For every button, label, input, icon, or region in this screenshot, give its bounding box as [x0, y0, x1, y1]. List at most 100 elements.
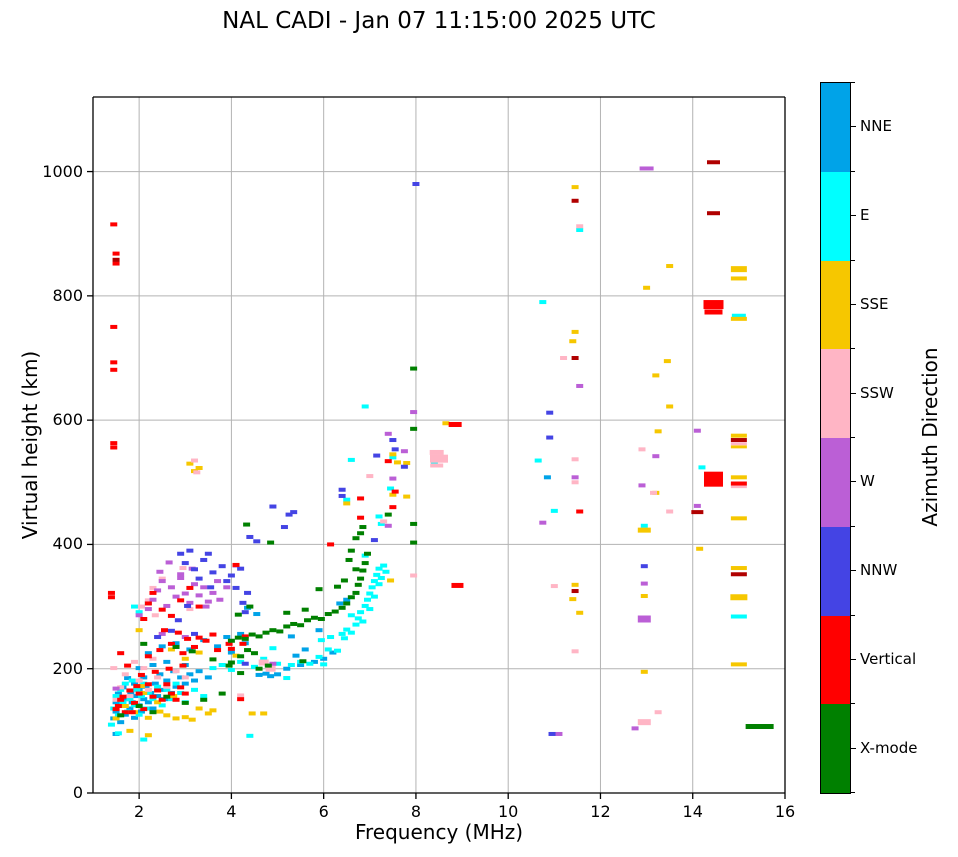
- y-tick-label: 1000: [42, 161, 83, 181]
- y-tick-label: 600: [52, 410, 83, 430]
- data-point-vertical: [237, 697, 245, 702]
- data-point-vertical: [706, 160, 720, 165]
- data-point-sse: [730, 516, 747, 521]
- data-point-nne: [140, 675, 148, 680]
- data-point-nne: [301, 647, 309, 652]
- data-point-nne: [131, 681, 139, 686]
- data-point-e: [366, 607, 374, 612]
- data-point-w: [154, 588, 162, 593]
- data-point-nnw: [237, 566, 245, 571]
- data-point-nne: [127, 690, 135, 695]
- data-point-e: [375, 514, 383, 519]
- data-point-vertical: [158, 697, 166, 702]
- data-point-vertical: [172, 697, 180, 702]
- data-point-vertical: [195, 635, 203, 640]
- colorbar-segment-w: [821, 438, 850, 527]
- data-point-e: [327, 635, 335, 640]
- data-point-e: [133, 687, 141, 692]
- data-point-ssw: [131, 659, 139, 664]
- data-point-e: [343, 627, 351, 632]
- data-point-vertical: [730, 481, 747, 486]
- data-point-vertical: [149, 694, 157, 699]
- colorbar-boundary-tick: [851, 348, 855, 350]
- data-point-sse: [730, 276, 747, 281]
- data-point-vertical: [357, 496, 365, 501]
- data-point-e: [269, 646, 277, 651]
- data-point-vertical: [112, 707, 120, 712]
- data-point-x-mode: [246, 604, 254, 609]
- data-point-w: [539, 520, 547, 525]
- data-point-x-mode: [343, 601, 351, 606]
- data-point-e: [121, 681, 129, 686]
- data-point-x-mode: [283, 610, 291, 615]
- data-point-e: [373, 572, 381, 577]
- data-point-sse: [387, 578, 395, 583]
- data-point-nnw: [389, 438, 397, 443]
- data-point-nne: [320, 656, 328, 661]
- data-point-x-mode: [359, 568, 367, 573]
- data-point-nne: [310, 659, 318, 664]
- data-point-w: [135, 613, 143, 618]
- data-point-ssw: [237, 693, 245, 698]
- data-point-nne: [112, 709, 120, 714]
- data-point-nnw: [400, 464, 408, 469]
- data-point-ssw: [430, 463, 444, 468]
- x-axis-label: Frequency (MHz): [354, 820, 524, 844]
- data-point-nnw: [200, 557, 208, 562]
- colorbar-boundary-tick: [851, 703, 855, 705]
- data-point-e: [117, 687, 125, 692]
- data-point-vertical: [571, 198, 579, 203]
- data-point-x-mode: [283, 624, 291, 629]
- data-point-ssw: [650, 490, 658, 495]
- data-point-x-mode: [255, 666, 263, 671]
- data-point-nnw: [239, 600, 247, 605]
- data-point-ssw: [571, 457, 579, 462]
- data-point-ssw: [560, 356, 568, 360]
- data-point-w: [269, 661, 277, 666]
- colorbar-tick: [851, 303, 856, 305]
- data-point-nnw: [412, 182, 420, 186]
- data-point-sse: [730, 266, 747, 273]
- data-point-sse: [643, 285, 651, 290]
- data-point-nnw: [241, 610, 249, 615]
- data-point-nnw: [190, 631, 198, 636]
- data-point-w: [631, 726, 639, 731]
- data-point-x-mode: [310, 615, 318, 620]
- data-point-sse: [188, 717, 196, 722]
- data-point-e: [347, 457, 355, 462]
- x-tick-label: 16: [774, 802, 796, 821]
- x-tick-label: 10: [498, 802, 519, 821]
- data-point-sse: [389, 452, 397, 457]
- data-point-w: [190, 582, 198, 587]
- data-point-nnw: [181, 561, 189, 566]
- data-point-w: [202, 604, 210, 609]
- data-point-vertical: [225, 641, 233, 646]
- data-point-w: [195, 593, 203, 598]
- data-point-nnw: [370, 538, 378, 543]
- data-point-nne: [227, 650, 235, 655]
- data-point-vertical: [357, 515, 365, 520]
- data-point-e: [218, 662, 226, 667]
- data-point-e: [324, 647, 332, 652]
- data-point-e: [361, 404, 369, 409]
- data-point-w: [204, 599, 212, 604]
- data-point-vertical: [110, 367, 118, 372]
- data-point-x-mode: [410, 540, 418, 545]
- data-point-nne: [329, 650, 337, 655]
- data-point-sse: [442, 421, 450, 426]
- data-point-vertical: [144, 654, 152, 659]
- data-point-w: [200, 585, 208, 590]
- data-point-e: [317, 638, 325, 643]
- data-point-sse: [232, 653, 240, 658]
- data-point-ssw: [137, 604, 145, 609]
- data-point-vertical: [691, 510, 704, 515]
- data-point-vertical: [174, 630, 182, 635]
- data-point-x-mode: [361, 561, 369, 566]
- data-point-sse: [569, 339, 577, 344]
- data-point-w: [637, 615, 651, 623]
- data-point-x-mode: [338, 605, 346, 610]
- data-point-w: [400, 449, 408, 454]
- data-point-vertical: [706, 211, 720, 216]
- data-point-sse: [730, 475, 747, 480]
- data-point-sse: [163, 713, 171, 718]
